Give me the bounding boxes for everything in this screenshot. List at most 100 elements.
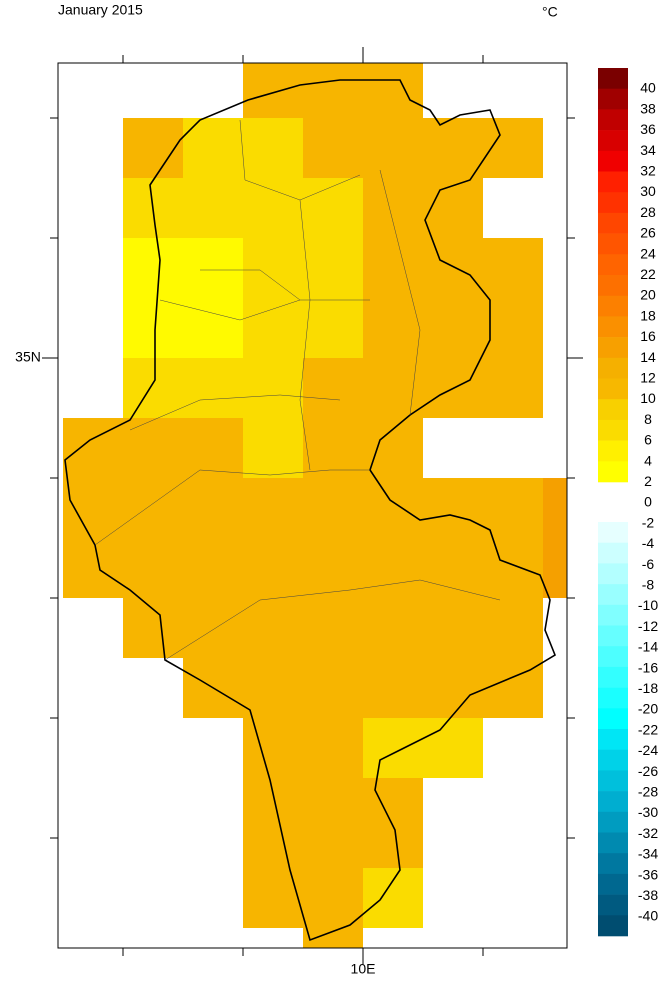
grid-cell xyxy=(363,658,423,718)
grid-cell xyxy=(243,118,303,178)
grid-cell xyxy=(483,358,543,418)
grid-cell xyxy=(243,838,303,868)
grid-cell xyxy=(303,598,363,658)
country-border xyxy=(64,79,556,942)
colorbar-label: -20 xyxy=(638,701,658,717)
colorbar-label: -6 xyxy=(642,556,655,572)
colorbar-label: 2 xyxy=(644,473,652,489)
grid-cell xyxy=(303,538,363,598)
colorbar-box xyxy=(598,357,628,379)
colorbar-box xyxy=(598,461,628,483)
grid-cell xyxy=(243,63,303,118)
colorbar-box xyxy=(598,873,628,895)
colorbar-box xyxy=(598,316,628,338)
colorbar-label: 12 xyxy=(640,370,656,386)
grid-cell xyxy=(183,538,243,598)
colorbar-box xyxy=(598,419,628,441)
colorbar-label: 18 xyxy=(640,307,656,323)
grid-cell xyxy=(543,538,567,598)
colorbar-label: 22 xyxy=(640,266,656,282)
grid-cell xyxy=(303,418,363,478)
grid-cell xyxy=(183,358,243,418)
colorbar-label: 14 xyxy=(640,349,656,365)
grid-cell xyxy=(243,358,303,418)
colorbar-label: 4 xyxy=(644,452,652,468)
grid-cell xyxy=(303,178,363,238)
grid-cell xyxy=(303,238,363,298)
colorbar-label: -16 xyxy=(638,659,658,675)
colorbar-label: 24 xyxy=(640,245,656,261)
grid-cell xyxy=(423,118,483,178)
colorbar-box xyxy=(598,625,628,647)
grid-cell xyxy=(483,238,543,298)
grid-cell xyxy=(243,538,303,598)
colorbar-box xyxy=(598,584,628,606)
colorbar-box xyxy=(598,68,628,89)
grid-cell xyxy=(63,478,123,538)
colorbar-box xyxy=(598,275,628,296)
colorbar-label: 36 xyxy=(640,121,656,137)
grid-cell xyxy=(483,298,543,358)
colorbar-label: 8 xyxy=(644,411,652,427)
colorbar-box xyxy=(598,604,628,626)
lat-label: 35N xyxy=(15,349,41,365)
grid-cell xyxy=(423,178,483,238)
colorbar-label: -34 xyxy=(638,846,658,862)
grid-cell xyxy=(243,178,303,238)
grid-cell xyxy=(423,298,483,358)
grid-cell xyxy=(363,778,423,838)
grid-cell xyxy=(303,118,363,178)
grid-cell xyxy=(123,118,183,178)
grid-cell xyxy=(183,598,243,658)
colorbar-box xyxy=(598,770,628,792)
grid-cell xyxy=(363,118,423,178)
colorbar-label: 16 xyxy=(640,328,656,344)
colorbar-label: -24 xyxy=(638,742,658,758)
colorbar-label: 28 xyxy=(640,204,656,220)
colorbar-box xyxy=(598,399,628,421)
unit: °C xyxy=(542,4,558,20)
grid-cell xyxy=(423,598,483,658)
grid-cell xyxy=(243,718,303,778)
grid-cell xyxy=(123,478,183,538)
colorbar-box xyxy=(598,791,628,813)
colorbar-box xyxy=(598,522,628,543)
grid-cell xyxy=(183,238,243,298)
colorbar-label: 20 xyxy=(640,287,656,303)
colorbar-label: 0 xyxy=(644,494,652,510)
colorbar-box xyxy=(598,88,628,110)
colorbar-box xyxy=(598,563,628,585)
grid-cell xyxy=(183,298,243,358)
grid-cell xyxy=(123,418,183,478)
grid-cell xyxy=(303,718,363,778)
grid-cell xyxy=(123,238,183,298)
colorbar: 4038363432302826242220181614121086420-2-… xyxy=(598,68,658,937)
colorbar-label: -32 xyxy=(638,825,658,841)
grid-cell xyxy=(303,868,363,928)
grid-cell xyxy=(483,118,543,178)
colorbar-label: -26 xyxy=(638,763,658,779)
grid-cell xyxy=(363,358,423,418)
grid-cell xyxy=(63,538,123,598)
colorbar-box xyxy=(598,171,628,193)
grid-cell xyxy=(183,478,243,538)
grid-cell xyxy=(303,63,363,118)
colorbar-label: -12 xyxy=(638,618,658,634)
colorbar-label: -8 xyxy=(642,577,655,593)
grid-cell xyxy=(123,358,183,418)
colorbar-box xyxy=(598,708,628,730)
colorbar-box xyxy=(598,646,628,668)
colorbar-box xyxy=(598,254,628,276)
grid-cells xyxy=(63,63,567,948)
colorbar-box xyxy=(598,440,628,462)
grid-cell xyxy=(123,598,183,658)
grid-cell xyxy=(183,178,243,238)
title: January 2015 xyxy=(58,2,143,18)
grid-cell xyxy=(483,538,543,598)
grid-cell xyxy=(363,868,423,928)
colorbar-box xyxy=(598,811,628,833)
colorbar-label: -22 xyxy=(638,721,658,737)
colorbar-label: -14 xyxy=(638,639,658,655)
grid-cell xyxy=(483,598,543,658)
